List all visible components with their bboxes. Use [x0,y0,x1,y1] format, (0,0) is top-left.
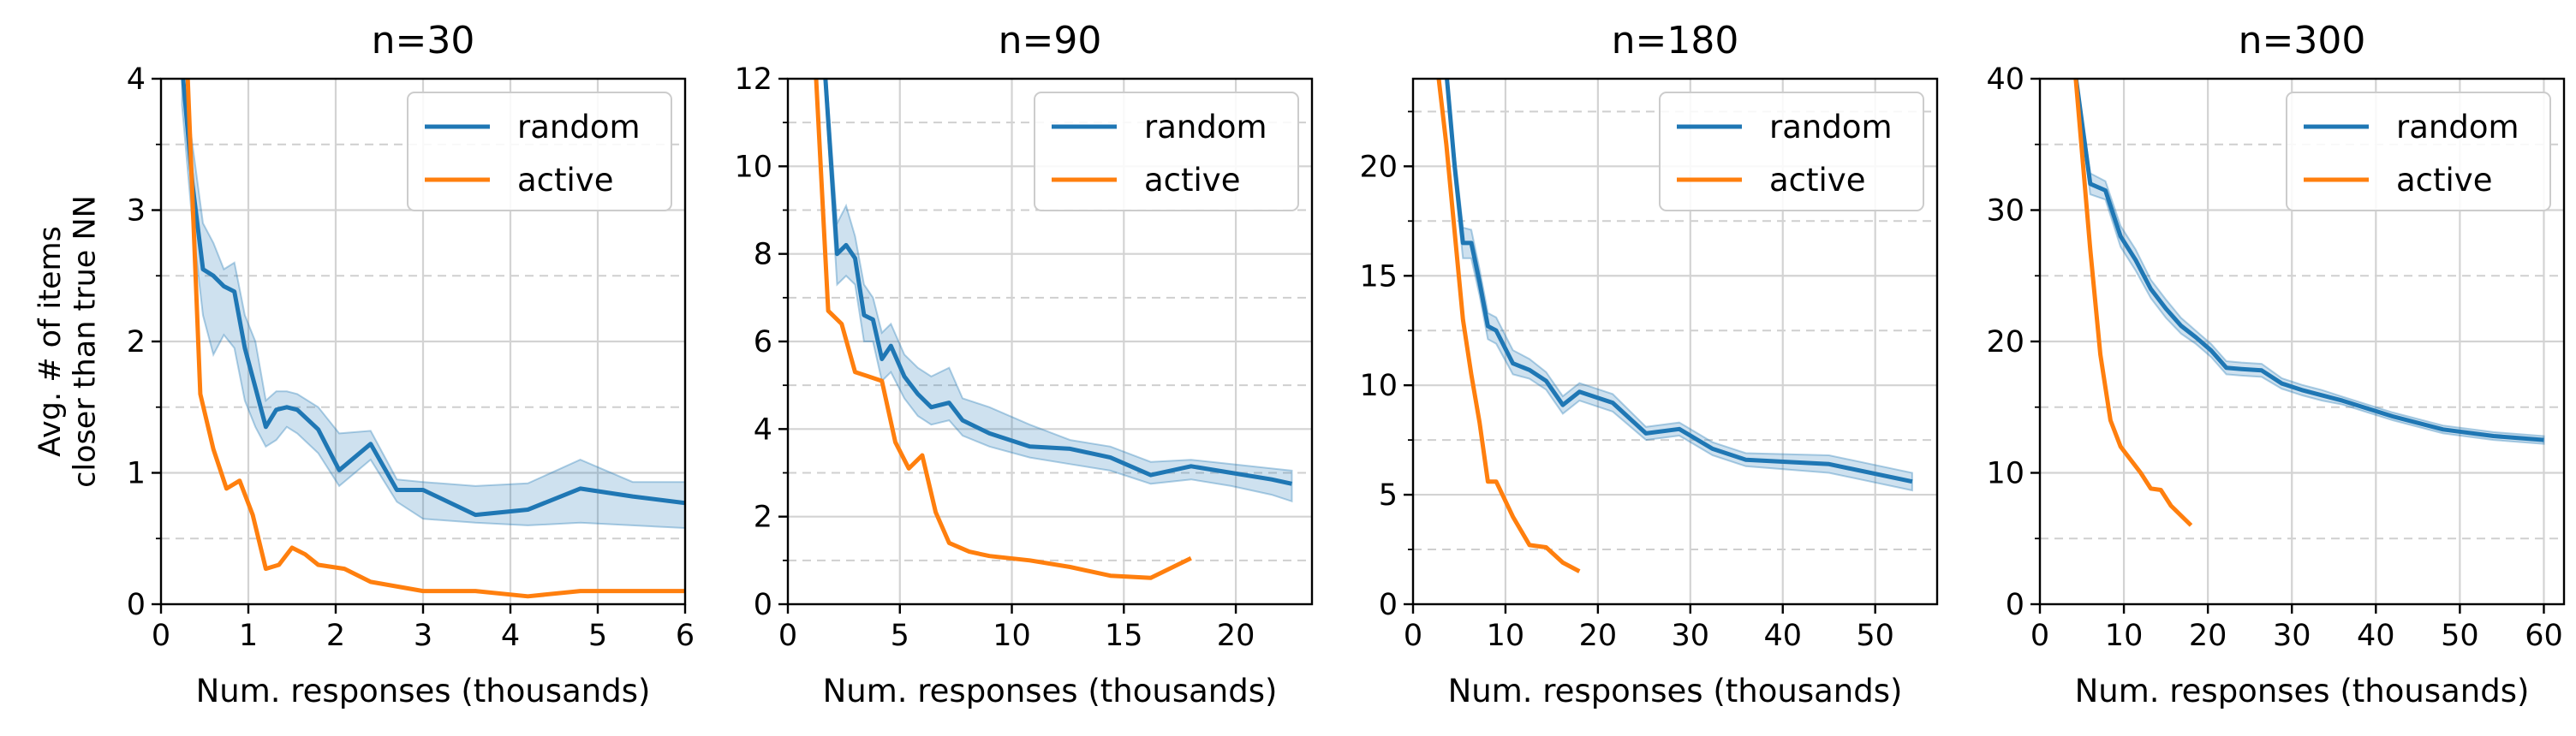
plot-area [2073,79,2545,527]
x-tick-label: 10 [2105,619,2144,653]
series-line-active [814,79,1192,580]
y-axis-label-line: closer than true NN [68,195,102,488]
confidence-band-random [823,79,1293,503]
x-tick-label: 50 [1856,619,1894,653]
y-tick-label: 8 [754,238,772,272]
x-tick-label: 40 [1763,619,1802,653]
x-tick-label: 20 [1579,619,1618,653]
y-tick-label: 5 [1379,478,1398,513]
series-line-random [2073,79,2544,442]
x-tick-label: 10 [1487,619,1525,653]
x-tick-label: 10 [993,619,1031,653]
y-tick-label: 0 [754,588,772,622]
y-tick-label: 10 [1986,457,2024,491]
y-tick-label: 2 [754,501,772,535]
legend: random active [2286,92,2551,211]
series-line-random [1445,79,1913,484]
x-tick-label: 0 [152,619,170,653]
x-axis-label: Num. responses (thousands) [1448,673,1903,709]
y-tick-label: 30 [1986,194,2024,229]
plot-area [181,79,685,599]
chart-title: n=300 [2239,19,2366,62]
chart-panel-1: 0 1 2 3 4 5 6 0 1 2 3 4 n=30 Num. responses (thousand… [127,19,695,709]
legend: random active [1659,92,1924,211]
x-tick-label: 3 [414,619,432,653]
x-tick-label: 15 [1105,619,1143,653]
chart-panel-3: 0 10 20 30 40 50 0 5 10 15 20 n=180 Num. responses (… [1359,19,1939,709]
x-axis-label: Num. responses (thousands) [823,673,1278,709]
y-tick-label: 12 [734,62,772,97]
chart-title: n=180 [1612,19,1739,62]
plot-area [1436,79,1913,573]
y-tick-label: 4 [127,62,146,97]
y-tick-label: 1 [127,457,146,491]
x-axis-label: Num. responses (thousands) [196,673,651,709]
x-tick-label: 40 [2357,619,2395,653]
chart-title: n=30 [372,19,475,62]
y-axis-label: Avg. # of itemscloser than true NN [33,195,102,488]
legend-label-active: active [2396,162,2492,199]
y-tick-label: 2 [127,325,146,359]
y-axis-label-line: Avg. # of items [33,226,68,457]
x-tick-label: 30 [1672,619,1710,653]
y-tick-label: 0 [2006,588,2024,622]
legend-label-active: active [1144,162,1240,199]
x-tick-label: 4 [501,619,520,653]
x-tick-label: 5 [588,619,607,653]
chart-panel-2: 0 5 10 15 20 0 2 4 6 8 10 12 n=90 Num. responses (tho… [734,19,1314,709]
y-tick-label: 0 [1379,588,1398,622]
x-tick-label: 2 [326,619,345,653]
legend-label-random: random [2396,109,2519,145]
x-tick-label: 60 [2525,619,2563,653]
x-tick-label: 5 [891,619,909,653]
chart-title: n=90 [999,19,1102,62]
y-tick-label: 4 [754,413,772,447]
legend-label-active: active [1769,162,1865,199]
y-tick-label: 15 [1359,259,1398,294]
x-axis-label: Num. responses (thousands) [2075,673,2530,709]
series-line-random [823,79,1293,486]
y-tick-label: 20 [1359,150,1398,184]
legend-label-random: random [1144,109,1267,145]
series-line-active [2073,79,2193,527]
chart-panel-4: 0 10 20 30 40 50 60 0 10 20 30 40 n=300 Num. response… [1986,19,2566,709]
x-tick-label: 0 [1404,619,1422,653]
confidence-band-random [2074,79,2545,445]
x-tick-label: 20 [1217,619,1255,653]
series-line-random [181,79,685,518]
x-tick-label: 6 [676,619,695,653]
y-tick-label: 10 [734,150,772,184]
plot-area [814,79,1293,580]
x-tick-label: 20 [2189,619,2227,653]
confidence-band-random [1445,79,1913,492]
series-line-active [185,79,685,599]
y-tick-label: 3 [127,194,146,229]
y-tick-label: 6 [754,325,772,359]
x-tick-label: 30 [2273,619,2311,653]
y-tick-label: 10 [1359,369,1398,403]
legend-label-random: random [1769,109,1893,145]
legend-label-random: random [517,109,641,145]
y-tick-label: 0 [127,588,146,622]
confidence-band-random [181,79,685,530]
x-tick-label: 50 [2441,619,2479,653]
x-tick-label: 0 [2030,619,2049,653]
x-tick-label: 1 [239,619,258,653]
legend: random active [407,92,672,211]
x-tick-label: 0 [778,619,797,653]
series-line-active [1436,79,1581,573]
legend: random active [1034,92,1299,211]
y-tick-label: 20 [1986,325,2024,359]
legend-label-active: active [517,162,613,199]
y-tick-label: 40 [1986,62,2024,97]
axes-frame [1411,77,1939,606]
